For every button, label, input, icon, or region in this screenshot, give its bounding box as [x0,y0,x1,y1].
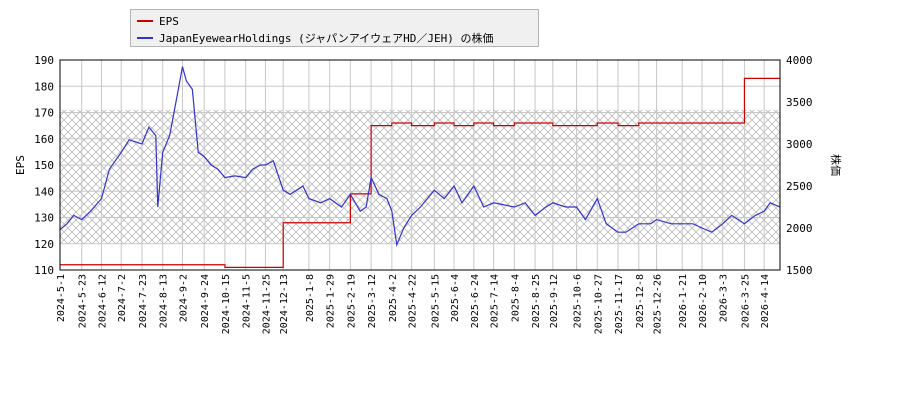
x-tick-label: 2025-1-8 [305,274,316,322]
hatched-band [60,109,780,244]
y-left-tick-label: 110 [34,264,54,277]
y-right-tick-label: 4000 [786,54,813,67]
legend-label-price: JapanEyewearHoldings (ジャパンアイウェアHD／JEH) の… [159,32,494,45]
y-right-tick-label: 2500 [786,180,813,193]
x-tick-label: 2024-10-15 [221,274,232,334]
eps-series-line [60,77,780,268]
x-tick-label: 2024-7-2 [117,274,128,322]
plot-frame [59,59,781,271]
price-series-line [59,66,781,248]
x-tick-label: 2026-2-10 [698,274,709,328]
x-tick-label: 2024-7-23 [138,274,149,328]
y-right-axis-label: 株価 [829,154,843,176]
x-tick-label: 2025-10-27 [593,274,604,334]
x-tick-label: 2026-4-14 [760,274,771,328]
x-tick-label: 2025-11-17 [614,274,625,334]
x-tick-label: 2024-5-23 [78,274,89,328]
y-right-tick-label: 3000 [786,138,813,151]
x-tick-label: 2024-9-2 [178,274,189,322]
x-tick-label: 2025-9-12 [549,274,560,328]
x-tick-label: 2025-8-4 [510,274,521,322]
series-layer [59,66,781,268]
x-tick-label: 2025-7-14 [490,274,501,328]
y-right-tick-label: 3500 [786,96,813,109]
x-tick-label: 2024-9-24 [200,274,211,328]
x-tick-label: 2024-12-13 [279,274,290,334]
x-tick-label: 2026-1-21 [678,274,689,328]
x-tick-label: 2025-6-4 [450,274,461,322]
y-right-tick-label: 1500 [786,264,813,277]
legend-item-eps: EPS [137,13,179,29]
y-left-tick-label: 170 [34,107,54,120]
x-tick-label: 2026-3-25 [740,274,751,328]
x-tick-label: 2025-3-12 [367,274,378,328]
y-left-tick-label: 190 [34,54,54,67]
x-tick-label: 2024-11-5 [242,274,253,328]
x-tick-label: 2024-6-12 [97,274,108,328]
x-tick-label: 2024-5-1 [56,274,67,322]
y-right-tick-label: 2000 [786,222,813,235]
x-tick-label: 2025-10-6 [573,274,584,328]
x-tick-label: 2024-11-25 [261,274,272,334]
legend-swatch-eps [137,20,153,22]
x-tick-label: 2024-8-13 [159,274,170,328]
legend-swatch-price [137,37,153,39]
y-left-tick-label: 180 [34,80,54,93]
legend-item-price: JapanEyewearHoldings (ジャパンアイウェアHD／JEH) の… [137,30,494,46]
x-tick-label: 2025-8-25 [531,274,542,328]
x-tick-label: 2026-3-3 [719,274,730,322]
gridlines [59,59,780,271]
y-left-tick-label: 150 [34,159,54,172]
y-left-tick-label: 120 [34,238,54,251]
legend: EPS JapanEyewearHoldings (ジャパンアイウェアHD／JE… [130,9,539,47]
x-tick-label: 2025-5-15 [430,274,441,328]
y-left-tick-label: 130 [34,212,54,225]
x-tick-label: 2025-12-26 [653,274,664,334]
y-left-tick-label: 140 [34,185,54,198]
legend-label-eps: EPS [159,14,179,28]
x-tick-label: 2025-2-19 [346,274,357,328]
y-left-tick-label: 160 [34,133,54,146]
y-left-axis-label: EPS [14,155,27,175]
x-tick-label: 2025-4-22 [408,274,419,328]
x-tick-label: 2025-6-24 [470,274,481,328]
x-tick-label: 2025-4-2 [388,274,399,322]
x-tick-label: 2025-12-8 [635,274,646,328]
x-tick-label: 2025-1-29 [326,274,337,328]
axes: 110 120 130 140 150 160 170 180 190 1500 2000 2500 3… [34,54,812,334]
